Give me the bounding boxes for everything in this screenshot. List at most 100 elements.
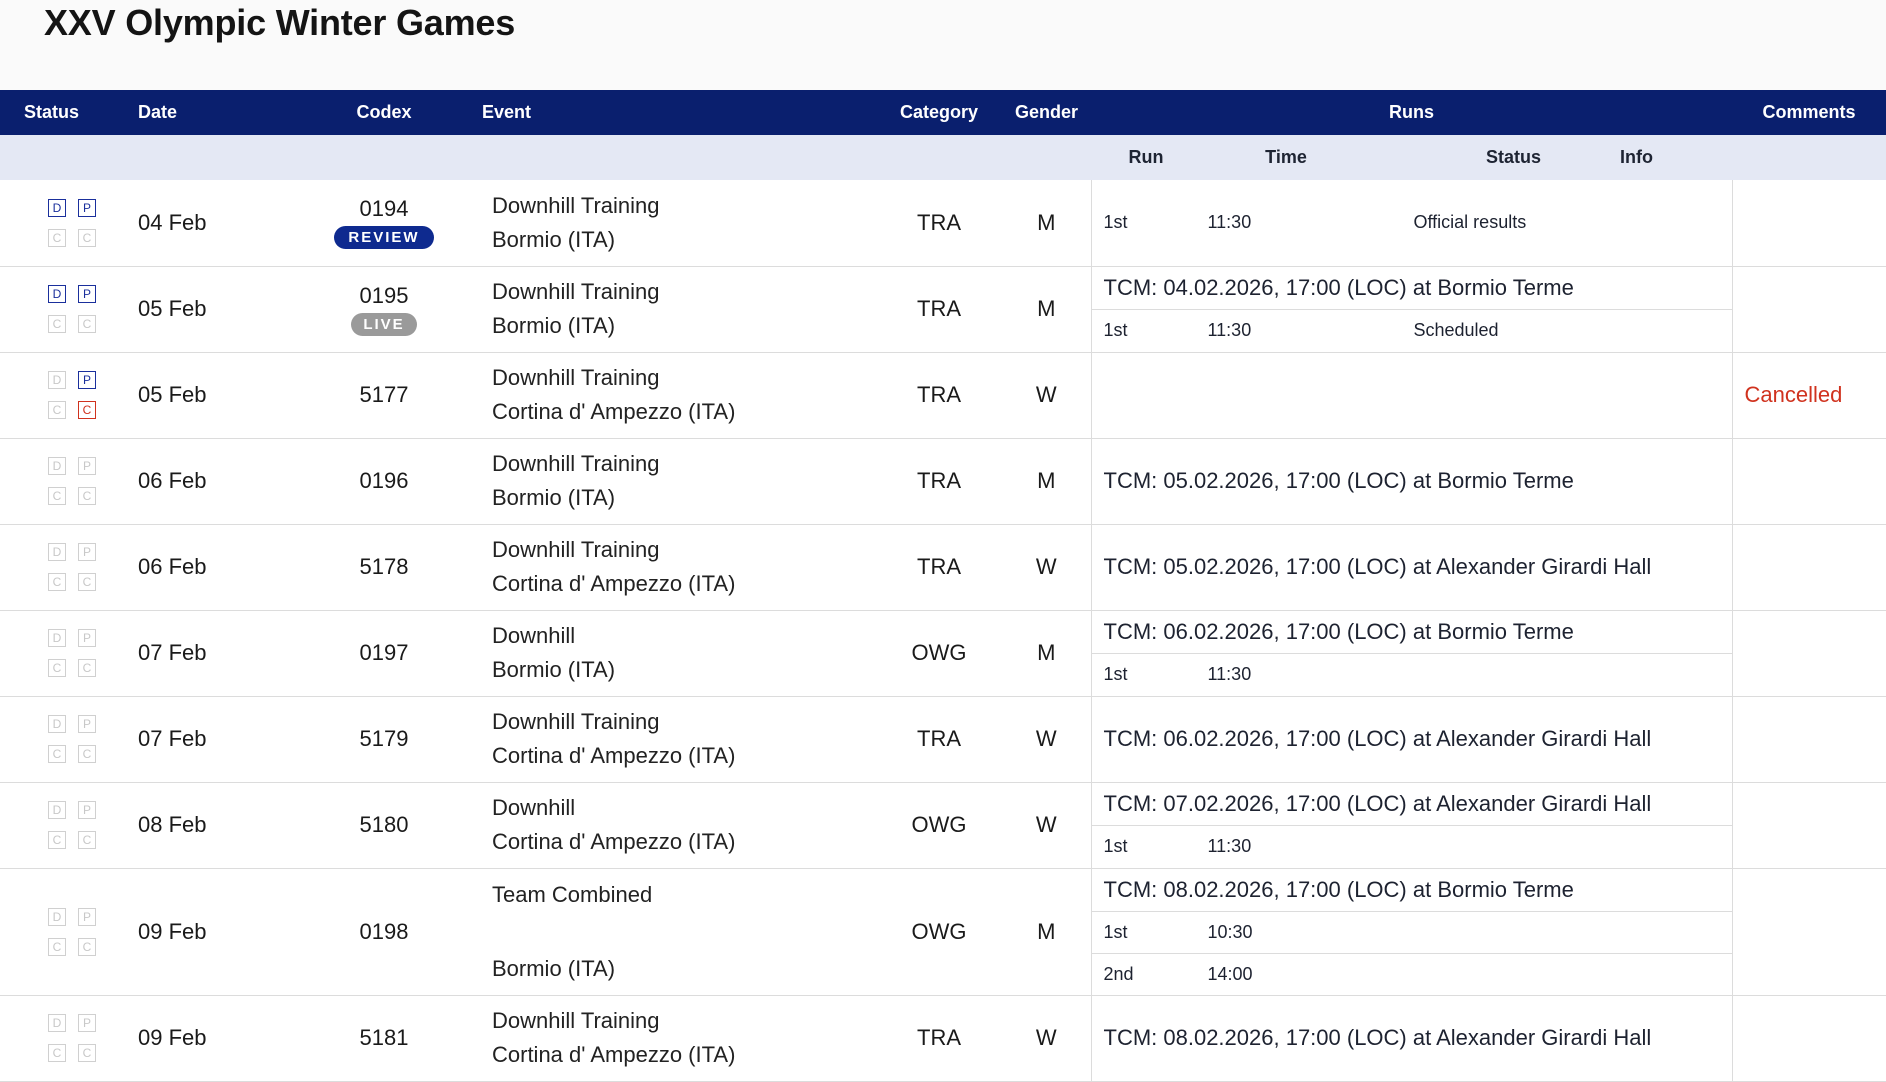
d-status-icon: D (48, 629, 66, 647)
runs-cell: 1st 11:30 Official results (1090, 180, 1733, 266)
comments-cell: Cancelled (1732, 352, 1886, 438)
run-line: 1st 11:30 (1091, 652, 1732, 696)
table-row[interactable]: D P C C 08 Feb 5180 Downhill Cortina d' Ampezzo… (0, 782, 1886, 868)
codex-number[interactable]: 5179 (359, 726, 409, 751)
event-name[interactable]: Downhill (492, 623, 576, 648)
subheader-row: Run Time Status Info (0, 135, 1886, 180)
run-line: 1st 11:30 Scheduled (1091, 308, 1732, 352)
date-cell: 06 Feb (138, 554, 207, 579)
event-name[interactable]: Downhill Training (492, 451, 660, 476)
codex-number[interactable]: 5177 (359, 382, 409, 407)
event-name[interactable]: Team Combined (492, 881, 653, 907)
codex-number[interactable]: 0197 (359, 640, 409, 665)
table-row[interactable]: D P C C 09 Feb 5181 Downhill Training Cortina d… (0, 995, 1886, 1081)
event-venue: Cortina d' Ampezzo (ITA) (492, 829, 736, 854)
event-name[interactable]: Downhill (492, 795, 576, 820)
codex-cell: 0196 (312, 438, 456, 524)
calendar-table: Status Date Codex Event Category Gender … (0, 90, 1886, 1082)
codex-cell: 0194 REVIEW (312, 180, 456, 266)
codex-number[interactable]: 5180 (359, 812, 409, 837)
event-name[interactable]: Downhill Training (492, 709, 660, 734)
d-status-icon: D (48, 457, 66, 475)
comment-text (1733, 812, 1745, 837)
event-name[interactable]: Downhill Training (492, 192, 660, 218)
header-status[interactable]: Status (0, 90, 120, 135)
d-status-icon[interactable]: D (48, 198, 66, 217)
header-category[interactable]: Category (876, 90, 1002, 135)
codex-number[interactable]: 0194 (359, 196, 409, 222)
p-status-icon[interactable]: P (78, 371, 96, 389)
codex-number[interactable]: 5181 (359, 1025, 409, 1050)
event-name[interactable]: Downhill Training (492, 537, 660, 562)
comments-cell (1732, 868, 1886, 995)
codex-number[interactable]: 0196 (359, 468, 409, 493)
event-venue: Bormio (ITA) (492, 313, 616, 338)
header-date[interactable]: Date (120, 90, 312, 135)
p-status-icon: P (78, 629, 96, 647)
live-badge[interactable]: LIVE (351, 312, 417, 336)
p-status-icon: P (78, 907, 96, 926)
category-cell: TRA (917, 1025, 961, 1050)
event-venue: Bormio (ITA) (492, 226, 616, 252)
c-status-icon: C (48, 937, 66, 956)
tcm-info: TCM: 08.02.2026, 17:00 (LOC) at Alexande… (1103, 1025, 1652, 1050)
event-name[interactable]: Downhill Training (492, 365, 660, 390)
runs-cell: TCM: 08.02.2026, 17:00 (LOC) at Bormio T… (1090, 868, 1733, 995)
gender-cell: W (1035, 726, 1057, 751)
c-status-icon[interactable]: C (78, 401, 96, 419)
category-cell: TRA (917, 296, 961, 321)
run-number: 1st (1103, 212, 1128, 233)
codex-cell: 5178 (312, 524, 456, 610)
run-time: 11:30 (1207, 664, 1252, 684)
d-status-icon: D (48, 1014, 66, 1032)
header-event[interactable]: Event (456, 90, 876, 135)
c-status-icon: C (48, 315, 66, 333)
run-number: 1st (1103, 921, 1128, 942)
c-status-icon: C (78, 228, 96, 247)
codex-number[interactable]: 5178 (359, 554, 409, 579)
tcm-info: TCM: 06.02.2026, 17:00 (LOC) at Bormio T… (1103, 618, 1574, 644)
header-codex[interactable]: Codex (312, 90, 456, 135)
tcm-info: TCM: 06.02.2026, 17:00 (LOC) at Alexande… (1103, 726, 1652, 751)
run-status[interactable]: Official results (1413, 212, 1527, 233)
event-name[interactable]: Downhill Training (492, 279, 660, 304)
tcm-info: TCM: 05.02.2026, 17:00 (LOC) at Bormio T… (1103, 468, 1574, 493)
gender-cell: M (1037, 918, 1056, 944)
gender-cell: W (1035, 382, 1057, 407)
p-status-icon[interactable]: P (78, 198, 96, 217)
run-number: 1st (1103, 836, 1128, 856)
table-row[interactable]: D P C C 07 Feb 0197 Downhill Bormio (ITA) OWG M TC… (0, 610, 1886, 696)
comment-text (1733, 296, 1745, 321)
table-row[interactable]: D P C C 06 Feb 0196 Downhill Training Bormio (I… (0, 438, 1886, 524)
subheader-time: Time (1265, 147, 1307, 167)
codex-number[interactable]: 0195 (359, 282, 409, 308)
date-cell: 06 Feb (138, 468, 207, 493)
runs-cell: TCM: 06.02.2026, 17:00 (LOC) at Bormio T… (1090, 610, 1733, 696)
run-time: 11:30 (1207, 212, 1252, 233)
table-row[interactable]: D P C C 07 Feb 5179 Downhill Training Cortina d… (0, 696, 1886, 782)
event-cell: Downhill Training Bormio (ITA) (456, 180, 876, 266)
d-status-icon[interactable]: D (48, 285, 66, 303)
gender-cell: W (1035, 1025, 1057, 1050)
codex-number[interactable]: 0198 (359, 918, 409, 944)
gender-cell: M (1037, 640, 1056, 665)
table-row[interactable]: D P C C 06 Feb 5178 Downhill Training Cortina d… (0, 524, 1886, 610)
run-status[interactable]: Scheduled (1413, 320, 1499, 340)
table-row[interactable]: D P C C 05 Feb 0195 LIVE Downhill Training Bormi… (0, 266, 1886, 352)
event-cell: Downhill Training Bormio (ITA) (456, 438, 876, 524)
review-badge[interactable]: REVIEW (334, 226, 434, 250)
p-status-icon[interactable]: P (78, 285, 96, 303)
table-row[interactable]: D P C C 05 Feb 5177 Downhill Training Cortina d… (0, 352, 1886, 438)
table-row[interactable]: D P C C 04 Feb 0194 REVIEW Downhill Training Bor… (0, 180, 1886, 266)
comments-cell (1732, 266, 1886, 352)
table-row[interactable]: D P C C 09 Feb 0198 Team Combined Bormio (ITA) O… (0, 868, 1886, 995)
run-line: 2nd 14:00 (1091, 952, 1732, 995)
comment-text (1733, 640, 1745, 665)
event-venue: Cortina d' Ampezzo (ITA) (492, 571, 736, 596)
date-cell: 07 Feb (138, 726, 207, 751)
header-gender[interactable]: Gender (1002, 90, 1091, 135)
event-name[interactable]: Downhill Training (492, 1008, 660, 1033)
